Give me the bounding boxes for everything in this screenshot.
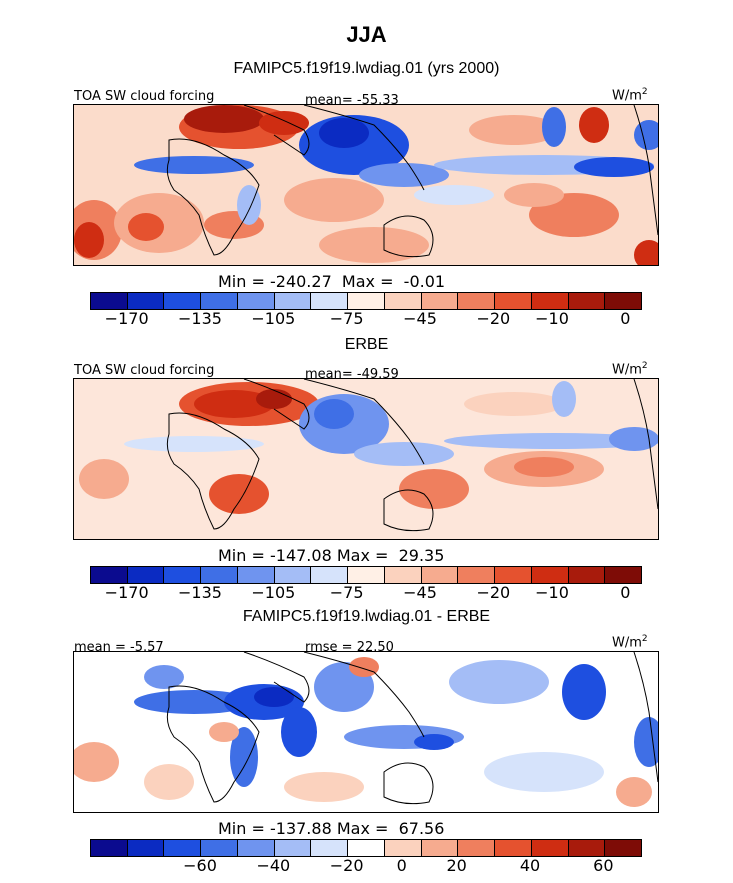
colorbar-tick-label: −60 [183,856,217,875]
colorbar-swatch [384,293,422,309]
panel3-units: W/m2 [612,634,648,651]
colorbar-tick-label: −75 [329,583,364,602]
colorbar-swatch [531,567,569,583]
panel1-max: -0.01 [403,272,446,291]
panel1-field [74,105,658,265]
panel2-colorbar-ticks: −170 −135 −105 −75 −45 −20 −10 0 [90,583,642,603]
colorbar-tick-label: −20 [476,309,511,328]
colorbar-swatch [568,293,606,309]
colorbar-tick-label: −20 [329,856,364,875]
colorbar-swatch [164,293,202,309]
colorbar-tick-label: 40 [519,856,541,875]
colorbar-swatch [531,293,569,309]
panel1-map [73,104,659,266]
colorbar-tick-label: −105 [251,583,296,602]
panel3-title: FAMIPC5.f19f19.lwdiag.01 - ERBE [242,608,491,625]
colorbar-swatch [91,840,128,856]
panel2-variable-label: TOA SW cloud forcing [74,363,215,378]
colorbar-tick-label: −10 [535,583,569,602]
colorbar-swatch [91,567,128,583]
colorbar-swatch [568,840,606,856]
panel1-colorbar-ticks: −170 −135 −105 −75 −45 −20 −10 0 [90,309,642,329]
panel3-field [74,652,658,812]
colorbar-tick-label: −10 [535,309,569,328]
colorbar-swatch [605,293,642,309]
colorbar-swatch [274,293,312,309]
colorbar-swatch [384,567,422,583]
panel2-units: W/m2 [612,361,648,378]
panel2-title: ERBE [344,336,389,353]
panel2-field [74,379,658,539]
colorbar-swatch [348,840,385,856]
panel3-colorbar [90,839,642,857]
colorbar-swatch [605,567,642,583]
colorbar-tick-label: −40 [256,856,291,875]
colorbar-tick-label: 60 [593,856,614,875]
colorbar-swatch [421,567,459,583]
colorbar-swatch [605,840,642,856]
panel1-units: W/m2 [612,87,648,104]
colorbar-tick-label: −20 [476,583,511,602]
colorbar-swatch [201,567,238,583]
colorbar-swatch [201,293,238,309]
colorbar-tick-label: 0 [620,309,631,328]
colorbar-swatch [274,567,312,583]
colorbar-tick-label: −170 [104,583,149,602]
colorbar-swatch [311,840,349,856]
panel2-min: -147.08 [269,546,332,565]
colorbar-swatch [531,840,569,856]
colorbar-swatch [384,840,422,856]
colorbar-swatch [237,840,275,856]
colorbar-tick-label: 20 [446,856,467,875]
colorbar-tick-label: −75 [329,309,364,328]
colorbar-swatch [421,840,459,856]
colorbar-swatch [311,293,349,309]
panel1-minmax: Min = -240.27 Max = -0.01 [218,272,446,291]
panel3-min: -137.88 [269,819,332,838]
colorbar-tick-label: −45 [403,309,437,328]
colorbar-tick-label: −135 [178,309,222,328]
colorbar-tick-label: 0 [396,856,407,875]
colorbar-tick-label: −170 [104,309,149,328]
panel2-max: 29.35 [398,546,445,565]
colorbar-tick-label: −105 [251,309,296,328]
colorbar-swatch [91,293,128,309]
panel2-map [73,378,659,540]
colorbar-swatch [495,567,532,583]
colorbar-swatch [127,840,165,856]
colorbar-swatch [237,293,275,309]
panel2-colorbar [90,566,642,584]
colorbar-swatch [164,840,202,856]
panel1-min: -240.27 [269,272,332,291]
figure-title: JJA [346,22,387,47]
colorbar-swatch [311,567,349,583]
colorbar-swatch [164,567,202,583]
panel1-colorbar [90,292,642,310]
colorbar-swatch [458,293,496,309]
panel1-variable-label: TOA SW cloud forcing [74,89,215,104]
colorbar-swatch [348,567,385,583]
panel3-map [73,651,659,813]
colorbar-swatch [127,293,165,309]
colorbar-swatch [458,567,496,583]
colorbar-swatch [495,840,532,856]
colorbar-swatch [237,567,275,583]
colorbar-swatch [495,293,532,309]
colorbar-tick-label: −45 [403,583,437,602]
panel3-max: 67.56 [398,819,445,838]
colorbar-tick-label: −135 [178,583,222,602]
panel1-title: FAMIPC5.f19f19.lwdiag.01 (yrs 2000) [233,60,500,77]
colorbar-swatch [274,840,312,856]
panel3-colorbar-ticks: −60 −40 −20 0 20 40 60 [90,856,642,876]
colorbar-swatch [127,567,165,583]
colorbar-swatch [201,840,238,856]
colorbar-swatch [568,567,606,583]
colorbar-swatch [421,293,459,309]
colorbar-swatch [348,293,385,309]
colorbar-swatch [458,840,496,856]
panel3-minmax: Min = -137.88 Max = 67.56 [218,819,445,838]
colorbar-tick-label: 0 [620,583,631,602]
panel2-minmax: Min = -147.08 Max = 29.35 [218,546,445,565]
